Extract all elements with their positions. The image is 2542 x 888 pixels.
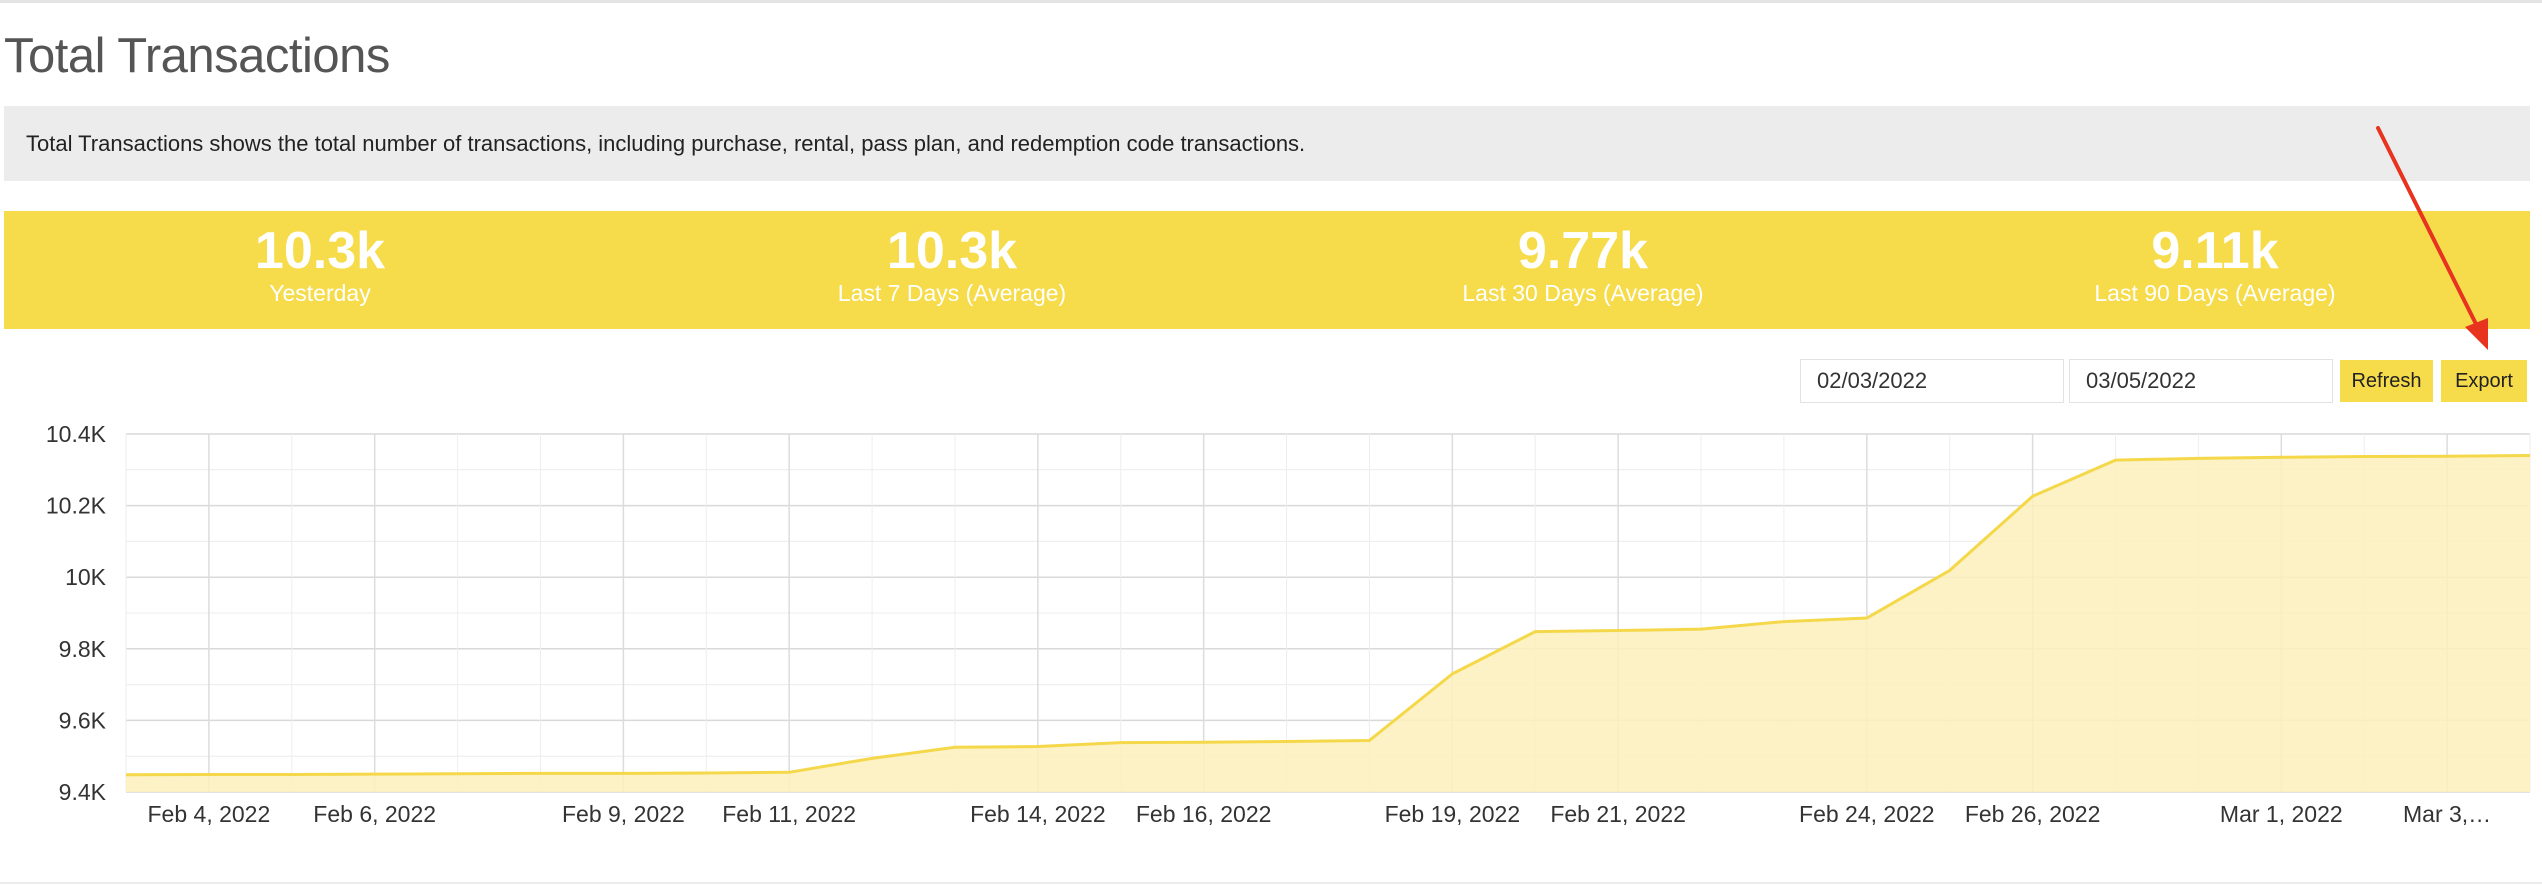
x-tick-label: Feb 14, 2022 bbox=[970, 801, 1106, 827]
data-point bbox=[206, 771, 212, 777]
data-point bbox=[2361, 454, 2367, 460]
x-tick-label: Feb 11, 2022 bbox=[722, 801, 856, 827]
stat-value: 9.77k bbox=[1517, 222, 1649, 280]
description-panel: Total Transactions shows the total numbe… bbox=[4, 106, 2530, 181]
series-line bbox=[125, 453, 2531, 777]
start-date-input[interactable] bbox=[1800, 359, 2064, 403]
y-tick-label: 9.4K bbox=[59, 779, 107, 805]
data-point bbox=[1284, 739, 1290, 745]
data-point bbox=[2444, 453, 2450, 459]
data-point bbox=[1201, 739, 1207, 745]
data-point bbox=[952, 744, 958, 750]
y-tick-label: 10K bbox=[65, 564, 107, 590]
stats-band: 10.3k Yesterday 10.3k Last 7 Days (Avera… bbox=[4, 211, 2530, 329]
transactions-area-chart: 9.4K 9.6K 9.8K 10K 10.2K 10.4K Feb 4, 2022 Feb … bbox=[46, 421, 2533, 827]
stat-last-7-days: 10.3k Last 7 Days (Average) bbox=[636, 211, 1268, 329]
data-point bbox=[1781, 619, 1787, 625]
data-point bbox=[1698, 626, 1704, 632]
x-tick-label: Mar 1, 2022 bbox=[2220, 801, 2343, 827]
x-tick-label: Feb 19, 2022 bbox=[1385, 801, 1521, 827]
data-point bbox=[703, 770, 709, 776]
stat-last-30-days: 9.77k Last 30 Days (Average) bbox=[1267, 211, 1899, 329]
stat-label: Last 30 Days (Average) bbox=[1462, 280, 1704, 306]
x-tick-label: Feb 16, 2022 bbox=[1136, 801, 1272, 827]
page-title: Total Transactions bbox=[4, 29, 390, 83]
data-point bbox=[1035, 744, 1041, 750]
description-text: Total Transactions shows the total numbe… bbox=[26, 131, 1306, 156]
x-tick-label: Feb 26, 2022 bbox=[1965, 801, 2101, 827]
data-point bbox=[1366, 737, 1372, 743]
data-point bbox=[455, 771, 461, 777]
data-point bbox=[372, 771, 378, 777]
stat-yesterday: 10.3k Yesterday bbox=[4, 211, 636, 329]
data-point bbox=[289, 771, 295, 777]
data-point bbox=[2527, 452, 2533, 458]
x-tick-label: Feb 24, 2022 bbox=[1799, 801, 1935, 827]
stat-value: 10.3k bbox=[254, 222, 386, 280]
x-tick-label: Feb 6, 2022 bbox=[313, 801, 436, 827]
stat-label: Last 7 Days (Average) bbox=[837, 280, 1067, 306]
data-point bbox=[620, 770, 626, 776]
y-tick-label: 10.2K bbox=[46, 493, 107, 519]
data-point bbox=[1118, 740, 1124, 746]
stat-label: Last 90 Days (Average) bbox=[2094, 280, 2336, 306]
stat-last-90-days: 9.11k Last 90 Days (Average) bbox=[1899, 211, 2531, 329]
data-point bbox=[2278, 454, 2284, 460]
data-point bbox=[1449, 671, 1455, 677]
y-tick-label: 9.6K bbox=[59, 707, 107, 733]
refresh-button[interactable]: Refresh bbox=[2340, 360, 2433, 402]
data-point bbox=[537, 770, 543, 776]
x-tick-label: Feb 21, 2022 bbox=[1550, 801, 1686, 827]
end-date-input[interactable] bbox=[2069, 359, 2333, 403]
data-point bbox=[1947, 567, 1953, 573]
data-point bbox=[1864, 615, 1870, 621]
y-tick-label: 9.8K bbox=[59, 636, 107, 662]
data-point bbox=[1532, 629, 1538, 635]
bottom-divider bbox=[0, 882, 2542, 884]
data-point bbox=[869, 755, 875, 761]
data-point bbox=[2030, 493, 2036, 499]
stat-value: 9.11k bbox=[2151, 222, 2279, 280]
data-point bbox=[2195, 455, 2201, 461]
data-point bbox=[786, 769, 792, 775]
y-tick-label: 10.4K bbox=[46, 421, 107, 447]
x-tick-label: Feb 4, 2022 bbox=[148, 801, 271, 827]
stat-label: Yesterday bbox=[269, 280, 371, 306]
x-tick-label: Feb 9, 2022 bbox=[562, 801, 685, 827]
series-area bbox=[126, 455, 2530, 792]
export-button[interactable]: Export bbox=[2441, 360, 2527, 402]
data-point bbox=[2113, 457, 2119, 463]
x-tick-label: Mar 3,… bbox=[2403, 801, 2491, 827]
top-divider bbox=[0, 0, 2542, 3]
stat-value: 10.3k bbox=[886, 222, 1018, 280]
data-point bbox=[1615, 628, 1621, 634]
data-point bbox=[123, 772, 129, 778]
